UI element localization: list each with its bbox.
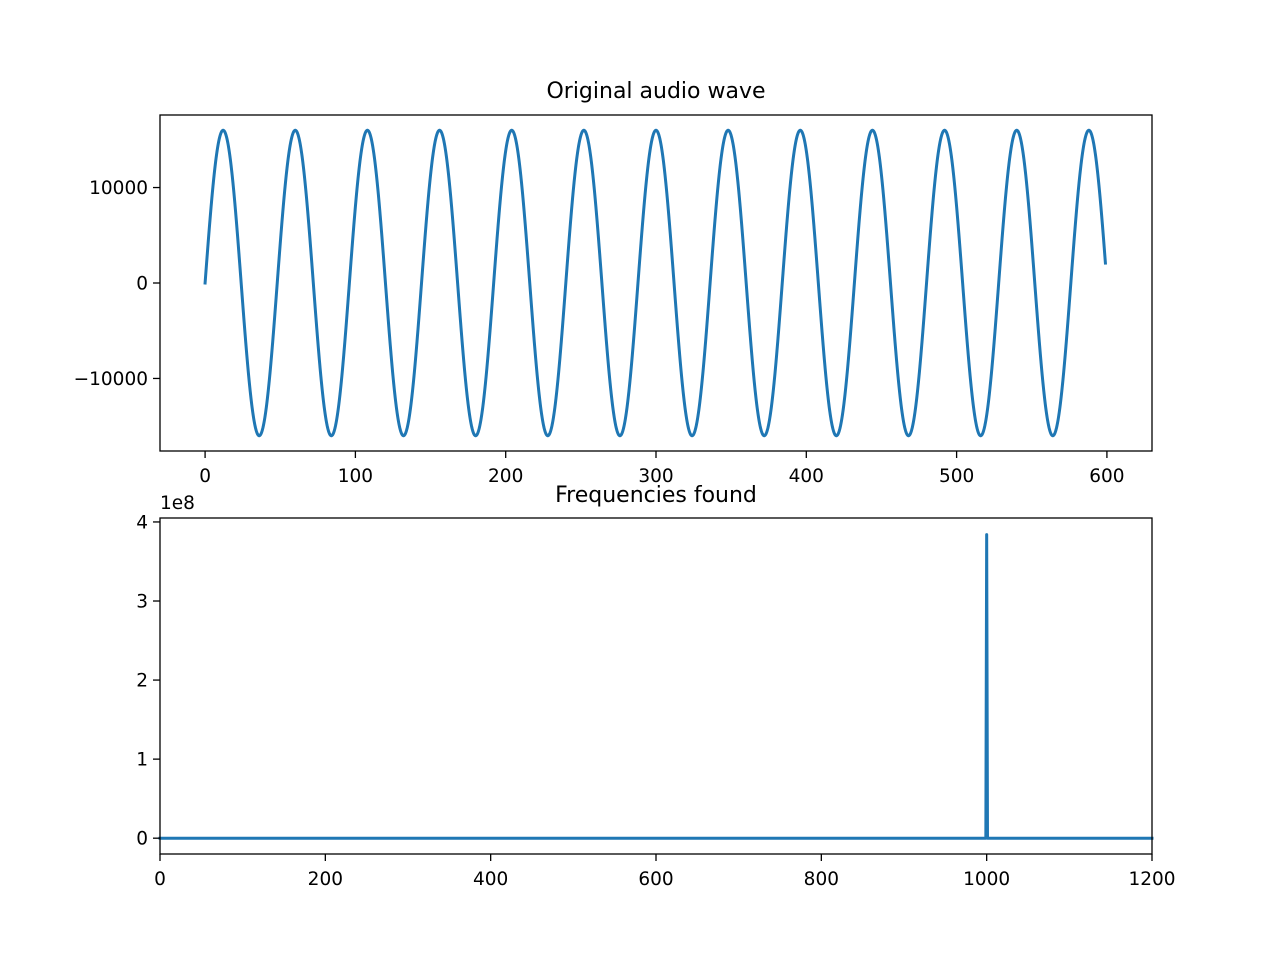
- frequencies-y-tick-label: 1: [136, 750, 148, 771]
- frequencies-x-tick-label: 400: [473, 869, 508, 890]
- audio-wave-x-tick-label: 100: [338, 466, 373, 487]
- frequencies-y-ticks: 0 1 2 3 4: [136, 512, 160, 850]
- audio-wave-x-tick-label: 200: [488, 466, 523, 487]
- frequencies-axes: 0 200 400 600 800 1000 1200 0 1 2 3 4 1e8 Frequenc…: [136, 483, 1175, 890]
- audio-wave-x-tick-label: 0: [199, 466, 211, 487]
- frequencies-y-offset-label: 1e8: [160, 493, 195, 514]
- audio-wave-x-ticks: 0 100 200 300 400 500 600: [199, 451, 1125, 487]
- frequencies-x-tick-label: 800: [804, 869, 839, 890]
- frequencies-y-tick-label: 2: [136, 671, 148, 692]
- audio-wave-y-tick-label: 10000: [89, 178, 148, 199]
- audio-wave-x-tick-label: 600: [1089, 466, 1124, 487]
- frequencies-x-tick-label: 200: [308, 869, 343, 890]
- audio-wave-y-tick-label: 0: [136, 274, 148, 295]
- audio-wave-y-tick-label: −10000: [74, 369, 148, 390]
- frequencies-y-tick-label: 4: [136, 512, 148, 533]
- audio-wave-x-tick-label: 500: [939, 466, 974, 487]
- frequencies-x-tick-label: 1200: [1128, 869, 1175, 890]
- frequencies-y-tick-label: 3: [136, 592, 148, 613]
- audio-wave-x-tick-label: 300: [638, 466, 673, 487]
- audio-wave-series-group: [203, 128, 1108, 438]
- audio-wave-x-tick-label: 400: [789, 466, 824, 487]
- frequencies-y-tick-label: 0: [136, 829, 148, 850]
- audio-wave-title: Original audio wave: [546, 79, 765, 104]
- frequencies-x-tick-label: 0: [154, 869, 166, 890]
- frequencies-x-tick-label: 600: [638, 869, 673, 890]
- frequencies-series-group: [158, 533, 1154, 840]
- audio-wave-axes: 0 100 200 300 400 500 600 −10000 0 10000 Origina…: [74, 79, 1153, 487]
- frequencies-x-ticks: 0 200 400 600 800 1000 1200: [154, 854, 1176, 890]
- audio-wave-series-line: [203, 128, 1108, 438]
- frequencies-x-tick-label: 1000: [963, 869, 1010, 890]
- frequencies-series-line: [158, 533, 1154, 840]
- audio-wave-y-ticks: −10000 0 10000: [74, 178, 160, 390]
- frequencies-title: Frequencies found: [555, 483, 757, 508]
